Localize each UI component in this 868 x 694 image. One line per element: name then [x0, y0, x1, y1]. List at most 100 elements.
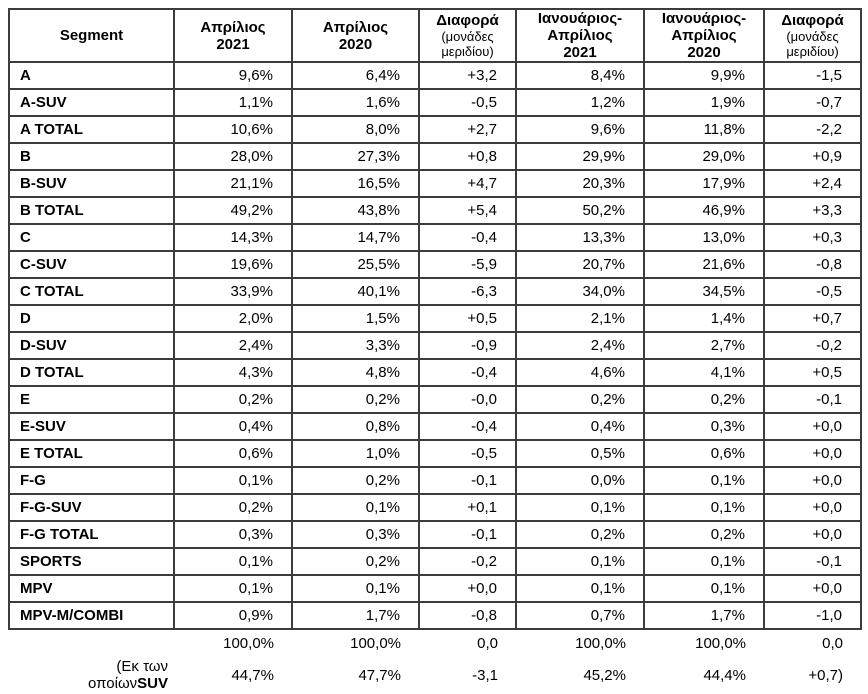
- value-cell: 0,2%: [291, 547, 420, 576]
- value-cell: -6,3: [418, 277, 517, 306]
- value-cell: 10,6%: [173, 115, 293, 144]
- value-cell: 0,1%: [643, 547, 765, 576]
- value-cell: 46,9%: [643, 196, 765, 225]
- value-cell: 0,0%: [515, 466, 645, 495]
- value-cell: 2,4%: [173, 331, 293, 360]
- value-cell: 16,5%: [291, 169, 420, 198]
- value-cell: +0,8: [418, 142, 517, 171]
- table-row: D TOTAL 4,3% 4,8% -0,4 4,6% 4,1% +0,5: [8, 358, 862, 387]
- value-cell: 0,8%: [291, 412, 420, 441]
- table-row: MPV 0,1% 0,1% +0,0 0,1% 0,1% +0,0: [8, 574, 862, 603]
- segment-cell: F-G: [8, 466, 175, 495]
- value-cell: +0,0: [763, 439, 862, 468]
- value-cell: 29,0%: [643, 142, 765, 171]
- segment-cell: B TOTAL: [8, 196, 175, 225]
- totals-row: 100,0% 100,0% 0,0 100,0% 100,0% 0,0: [9, 629, 861, 656]
- value-cell: 21,6%: [643, 250, 765, 279]
- value-cell: +3,2: [418, 61, 517, 90]
- value-cell: 43,8%: [291, 196, 420, 225]
- value-cell: +0,0: [763, 493, 862, 522]
- table-row: MPV-M/COMBI 0,9% 1,7% -0,8 0,7% 1,7% -1,0: [8, 601, 862, 630]
- value-cell: 20,7%: [515, 250, 645, 279]
- column-header-period-1: Απρίλιος 2021: [173, 8, 293, 63]
- value-cell: -0,7: [763, 88, 862, 117]
- value-cell: 9,6%: [173, 61, 293, 90]
- value-cell: 0,2%: [173, 385, 293, 414]
- value-cell: 0,4%: [173, 412, 293, 441]
- value-cell: 1,7%: [291, 601, 420, 630]
- value-cell: 1,1%: [173, 88, 293, 117]
- value-cell: +0,0: [763, 466, 862, 495]
- segment-cell: A TOTAL: [8, 115, 175, 144]
- value-cell: 20,3%: [515, 169, 645, 198]
- header-line: Ιανουάριος-: [661, 10, 747, 27]
- value-cell: -0,0: [418, 385, 517, 414]
- value-cell: 0,1%: [515, 547, 645, 576]
- value-cell: 0,9%: [173, 601, 293, 630]
- header-line: Απρίλιος: [671, 27, 737, 44]
- segment-cell: A-SUV: [8, 88, 175, 117]
- value-cell: 1,5%: [291, 304, 420, 333]
- totals-label-cell: [9, 629, 174, 656]
- segment-cell: MPV-M/COMBI: [8, 601, 175, 630]
- value-cell: 33,9%: [173, 277, 293, 306]
- suv-share-value-cell: 44,4%: [703, 666, 746, 684]
- suv-share-row: (Εκ των οποίωνSUV 44,7% 47,7% -3,1 45,2% 44,4%…: [9, 656, 861, 694]
- value-cell: 0,2%: [291, 385, 420, 414]
- segment-cell: E TOTAL: [8, 439, 175, 468]
- suv-share-value-cell: 45,2%: [583, 666, 626, 684]
- value-cell: -0,8: [418, 601, 517, 630]
- value-cell: -2,2: [763, 115, 862, 144]
- value-cell: +3,3: [763, 196, 862, 225]
- value-cell: +4,7: [418, 169, 517, 198]
- value-cell: +0,5: [418, 304, 517, 333]
- table-row: A-SUV 1,1% 1,6% -0,5 1,2% 1,9% -0,7: [8, 88, 862, 117]
- segment-share-table: Segment Απρίλιος 2021 Απρίλιος 2020 Διαφορά (μ…: [8, 8, 862, 694]
- value-cell: 27,3%: [291, 142, 420, 171]
- value-cell: +2,7: [418, 115, 517, 144]
- value-cell: 0,1%: [291, 493, 420, 522]
- value-cell: 1,0%: [291, 439, 420, 468]
- segment-cell: F-G TOTAL: [8, 520, 175, 549]
- header-line: Ιανουάριος-: [537, 10, 623, 27]
- value-cell: 50,2%: [515, 196, 645, 225]
- value-cell: 0,1%: [173, 547, 293, 576]
- suv-share-value-cell: 44,7%: [231, 666, 274, 684]
- value-cell: 0,2%: [515, 520, 645, 549]
- value-cell: +0,0: [763, 412, 862, 441]
- value-cell: 3,3%: [291, 331, 420, 360]
- table-row: C-SUV 19,6% 25,5% -5,9 20,7% 21,6% -0,8: [8, 250, 862, 279]
- value-cell: 0,1%: [173, 574, 293, 603]
- value-cell: 0,2%: [643, 385, 765, 414]
- value-cell: 0,3%: [173, 520, 293, 549]
- segment-cell: B-SUV: [8, 169, 175, 198]
- segment-cell: C-SUV: [8, 250, 175, 279]
- value-cell: 0,1%: [643, 466, 765, 495]
- column-header-period-5: Ιανουάριος- Απρίλιος 2020: [643, 8, 765, 63]
- value-cell: 2,0%: [173, 304, 293, 333]
- segment-cell: SPORTS: [8, 547, 175, 576]
- suv-share-value-cell: 47,7%: [358, 666, 401, 684]
- table-row: B TOTAL 49,2% 43,8% +5,4 50,2% 46,9% +3,3: [8, 196, 862, 225]
- totals-value-cell: 100,0%: [695, 634, 746, 652]
- table-row: E TOTAL 0,6% 1,0% -0,5 0,5% 0,6% +0,0: [8, 439, 862, 468]
- suv-share-label-bold: SUV: [137, 675, 168, 692]
- header-row: Segment Απρίλιος 2021 Απρίλιος 2020 Διαφορά (μ…: [8, 8, 862, 63]
- value-cell: 0,6%: [173, 439, 293, 468]
- value-cell: +0,1: [418, 493, 517, 522]
- header-line: Απρίλιος: [322, 18, 389, 36]
- column-header-diff-6: Διαφορά (μονάδες μεριδίου): [763, 8, 862, 63]
- value-cell: -0,4: [418, 358, 517, 387]
- table-row: A TOTAL 10,6% 8,0% +2,7 9,6% 11,8% -2,2: [8, 115, 862, 144]
- totals-value-cell: 100,0%: [575, 634, 626, 652]
- value-cell: 0,1%: [643, 574, 765, 603]
- table-row: C 14,3% 14,7% -0,4 13,3% 13,0% +0,3: [8, 223, 862, 252]
- value-cell: 8,0%: [291, 115, 420, 144]
- value-cell: 0,7%: [515, 601, 645, 630]
- table-row: F-G-SUV 0,2% 0,1% +0,1 0,1% 0,1% +0,0: [8, 493, 862, 522]
- value-cell: 2,4%: [515, 331, 645, 360]
- value-cell: 19,6%: [173, 250, 293, 279]
- value-cell: 1,7%: [643, 601, 765, 630]
- value-cell: 9,6%: [515, 115, 645, 144]
